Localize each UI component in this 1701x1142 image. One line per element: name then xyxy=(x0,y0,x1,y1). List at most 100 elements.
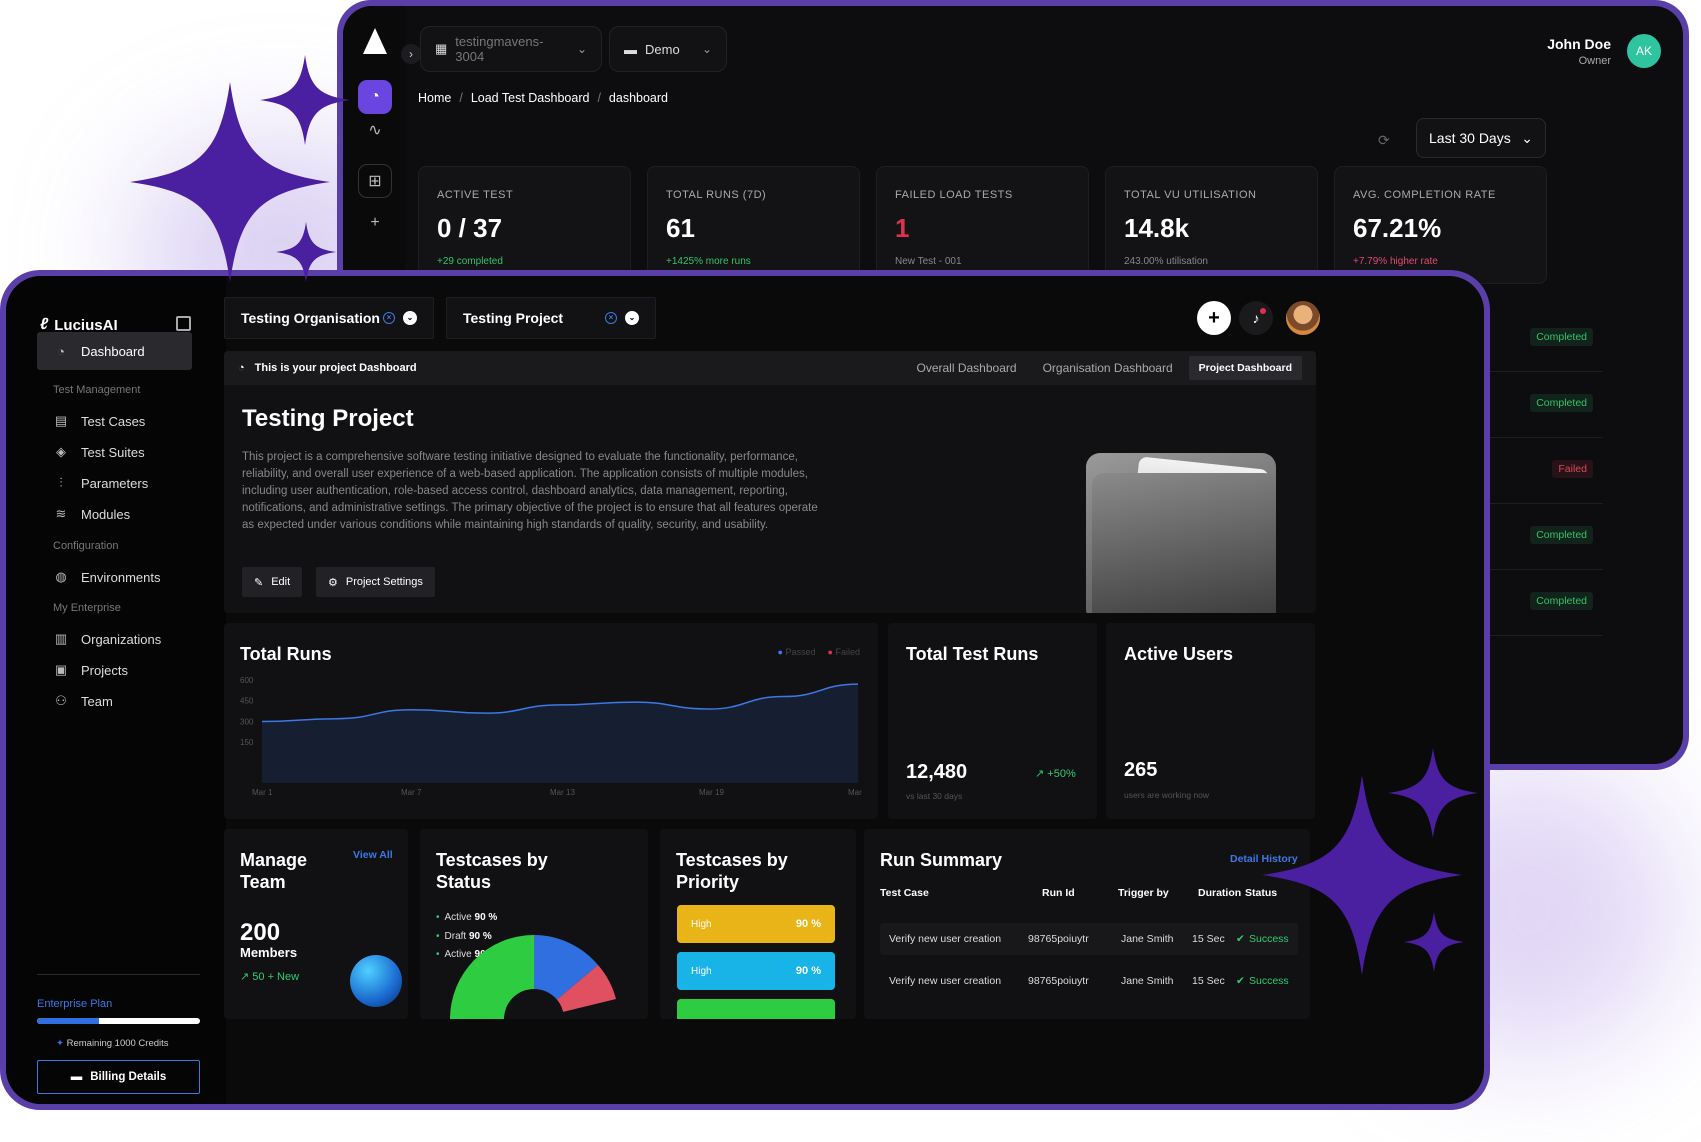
back-run-list: Completed Completed Failed Completed Com… xyxy=(1433,306,1603,636)
kpi-label: TOTAL VU UTILISATION xyxy=(1124,189,1257,201)
database-icon: ≋ xyxy=(55,506,67,521)
active-users-card: Active Users 265 users are working now xyxy=(1106,623,1315,819)
sidebar-item-dashboard[interactable]: ◔ Dashboard xyxy=(37,332,192,370)
list-item[interactable]: Completed xyxy=(1433,504,1603,570)
clear-icon[interactable]: × xyxy=(605,312,617,324)
sidebar-item-label: Test Cases xyxy=(81,413,146,429)
status-label: Draft xyxy=(444,930,467,942)
kpi-vu-utilisation: TOTAL VU UTILISATION 14.8k 243.00% utili… xyxy=(1105,166,1318,284)
sliders-icon: ⫶ xyxy=(59,475,63,490)
billing-details-button[interactable]: ▬ Billing Details xyxy=(37,1060,200,1094)
sidebar-item-organizations[interactable]: ▥ Organizations xyxy=(37,620,192,658)
brand-logo-icon: ℓ xyxy=(40,316,49,333)
detail-history-link[interactable]: Detail History xyxy=(1230,853,1298,865)
org-selector[interactable]: ▦ testingmavens-3004 ⌄ xyxy=(420,26,602,72)
project-selector[interactable]: Testing Project × ⌄ xyxy=(446,297,656,339)
kpi-label: ACTIVE TEST xyxy=(437,189,514,201)
chevron-down-icon[interactable]: ⌄ xyxy=(403,311,417,325)
sidebar-item-label: Projects xyxy=(81,662,128,678)
sidebar-item-test-cases[interactable]: ▤ Test Cases xyxy=(37,402,192,440)
card-title: Testcases by Status xyxy=(436,850,548,892)
sidebar-item-team[interactable]: ⚇ Team xyxy=(37,682,192,720)
expand-chevron-icon[interactable]: › xyxy=(401,44,421,64)
x-tick-label: Mar 1 xyxy=(252,788,273,797)
add-button[interactable]: + xyxy=(1197,301,1231,335)
x-tick-label: Mar 13 xyxy=(550,788,575,797)
chevron-down-icon[interactable]: ⌄ xyxy=(625,311,639,325)
gear-icon: ⚙ xyxy=(328,576,338,589)
breadcrumb-load-test-dashboard[interactable]: Load Test Dashboard xyxy=(470,91,590,105)
sidebar-item-parameters[interactable]: ⫶ Parameters xyxy=(37,464,192,502)
clear-icon[interactable]: × xyxy=(383,312,395,324)
cell-trigger: Jane Smith xyxy=(1121,933,1174,945)
priority-bar[interactable] xyxy=(677,999,835,1019)
breadcrumb: Home / Load Test Dashboard / dashboard xyxy=(418,91,668,105)
kpi-value: 14.8k xyxy=(1124,213,1190,243)
date-range-select[interactable]: Last 30 Days ⌄ xyxy=(1416,118,1546,158)
status-value: 90 % xyxy=(474,912,498,923)
testcases-priority-card: Testcases by Priority High 90 % High 90 … xyxy=(660,829,856,1019)
refresh-icon[interactable]: ⟳ xyxy=(1378,132,1390,148)
user-info[interactable]: John Doe Owner xyxy=(1547,36,1611,67)
list-item[interactable]: Failed xyxy=(1433,438,1603,504)
x-tick-label: Mar xyxy=(848,788,862,797)
workspace-selector[interactable]: ▬ Demo ⌄ xyxy=(609,26,727,72)
bell-icon[interactable]: ♪ xyxy=(1239,301,1273,335)
cell-status: Success xyxy=(1249,933,1289,945)
list-item[interactable]: Completed xyxy=(1433,570,1603,636)
table-row[interactable]: Verify new user creation 98765poiuytr Ja… xyxy=(880,965,1298,997)
building-icon: ▥ xyxy=(54,631,68,646)
activity-icon[interactable]: ∿ xyxy=(368,122,382,139)
breadcrumb-home[interactable]: Home xyxy=(418,91,452,105)
team-icon: ⚇ xyxy=(55,693,67,708)
column-header: Duration xyxy=(1198,887,1242,899)
kpi-sub: +7.79% higher rate xyxy=(1353,256,1438,267)
project-settings-label: Project Settings xyxy=(345,576,423,588)
sidebar-item-modules[interactable]: ≋ Modules xyxy=(37,495,192,533)
kpi-value: 67.21% xyxy=(1353,213,1442,243)
active-users-value: 265 xyxy=(1124,759,1158,781)
avatar[interactable] xyxy=(1286,301,1320,335)
series-line-passed xyxy=(261,683,859,723)
status-value: 90 % xyxy=(468,930,492,942)
sidebar-item-environments[interactable]: ◍ Environments xyxy=(37,558,192,596)
priority-bar-high[interactable]: High 90 % xyxy=(677,905,835,943)
column-header: Trigger by xyxy=(1118,887,1169,899)
brand-name: LuciusAI xyxy=(54,316,118,334)
organisation-selector[interactable]: Testing Organisation × ⌄ xyxy=(224,297,434,339)
list-item[interactable]: Completed xyxy=(1433,306,1603,372)
project-settings-button[interactable]: ⚙ Project Settings xyxy=(316,567,435,597)
gauge-icon: ◔ xyxy=(57,343,65,359)
y-tick-label: 450 xyxy=(240,697,254,706)
kpi-value: 61 xyxy=(666,213,695,243)
user-name: John Doe xyxy=(1547,36,1611,52)
sidebar-item-projects[interactable]: ▣ Projects xyxy=(37,651,192,689)
status-label: Active xyxy=(444,912,472,923)
add-icon[interactable]: + xyxy=(370,214,380,231)
gauge-icon[interactable]: ◔ xyxy=(358,80,392,114)
priority-bar-high[interactable]: High 90 % xyxy=(677,952,835,990)
sidebar-collapse-icon[interactable] xyxy=(176,316,191,331)
tab-organisation-dashboard[interactable]: Organisation Dashboard xyxy=(1042,361,1173,375)
tab-overall-dashboard[interactable]: Overall Dashboard xyxy=(916,361,1017,375)
legend-passed: Passed xyxy=(785,647,816,657)
status-badge: Completed xyxy=(1530,328,1593,346)
table-row[interactable]: Verify new user creation 98765poiuytr Ja… xyxy=(880,923,1298,955)
view-all-link[interactable]: View All xyxy=(353,849,393,861)
avatar[interactable]: AK xyxy=(1627,34,1661,68)
trend-up: ↗ 50 + New xyxy=(240,971,300,983)
note-text: vs last 30 days xyxy=(906,791,963,801)
plan-label: Enterprise Plan xyxy=(37,998,113,1010)
sidebar-item-label: Parameters xyxy=(81,475,149,491)
edit-button[interactable]: ✎ Edit xyxy=(242,567,303,597)
cell-trigger: Jane Smith xyxy=(1121,975,1174,987)
sidebar-item-label: Dashboard xyxy=(81,343,145,359)
tab-project-dashboard[interactable]: Project Dashboard xyxy=(1188,356,1302,380)
cell-run-id: 98765poiuytr xyxy=(1028,933,1089,945)
kpi-sub: 243.00% utilisation xyxy=(1124,256,1208,267)
member-count: 200 xyxy=(240,919,281,946)
list-item[interactable]: Completed xyxy=(1433,372,1603,438)
grid-icon[interactable]: ⊞ xyxy=(358,164,392,198)
sidebar-item-test-suites[interactable]: ◈ Test Suites xyxy=(37,433,192,471)
kpi-row: ACTIVE TEST 0 / 37 +29 completed TOTAL R… xyxy=(418,166,1547,284)
